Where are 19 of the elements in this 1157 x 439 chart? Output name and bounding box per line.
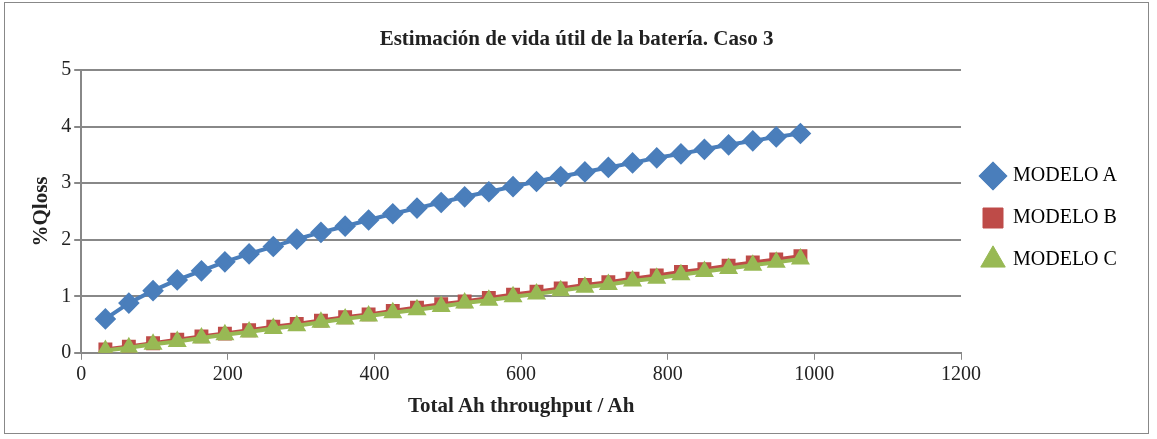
x-tick-label: 600 xyxy=(506,362,537,385)
x-tick-label: 1200 xyxy=(941,362,982,385)
x-tick-label: 1000 xyxy=(794,362,835,385)
legend-label: MODELO B xyxy=(1013,205,1117,228)
x-axis-title: Total Ah throughput / Ah xyxy=(407,392,635,417)
x-tick-label: 800 xyxy=(652,362,683,385)
y-tick-label: 1 xyxy=(61,283,72,306)
y-tick-label: 3 xyxy=(61,170,72,193)
chart-title: Estimación de vida útil de la batería. Caso 3 xyxy=(379,26,774,51)
legend-label: MODELO C xyxy=(1013,247,1117,270)
legend-label: MODELO A xyxy=(1013,163,1118,186)
y-axis-title: %Qloss xyxy=(28,176,53,247)
x-tick-label: 400 xyxy=(359,362,390,385)
y-tick-label: 2 xyxy=(61,227,72,250)
y-tick-label: 5 xyxy=(61,57,72,80)
y-tick-label: 4 xyxy=(61,113,72,136)
x-tick-label: 200 xyxy=(212,362,243,385)
x-tick-label: 0 xyxy=(76,362,87,385)
y-tick-label: 0 xyxy=(61,340,72,363)
